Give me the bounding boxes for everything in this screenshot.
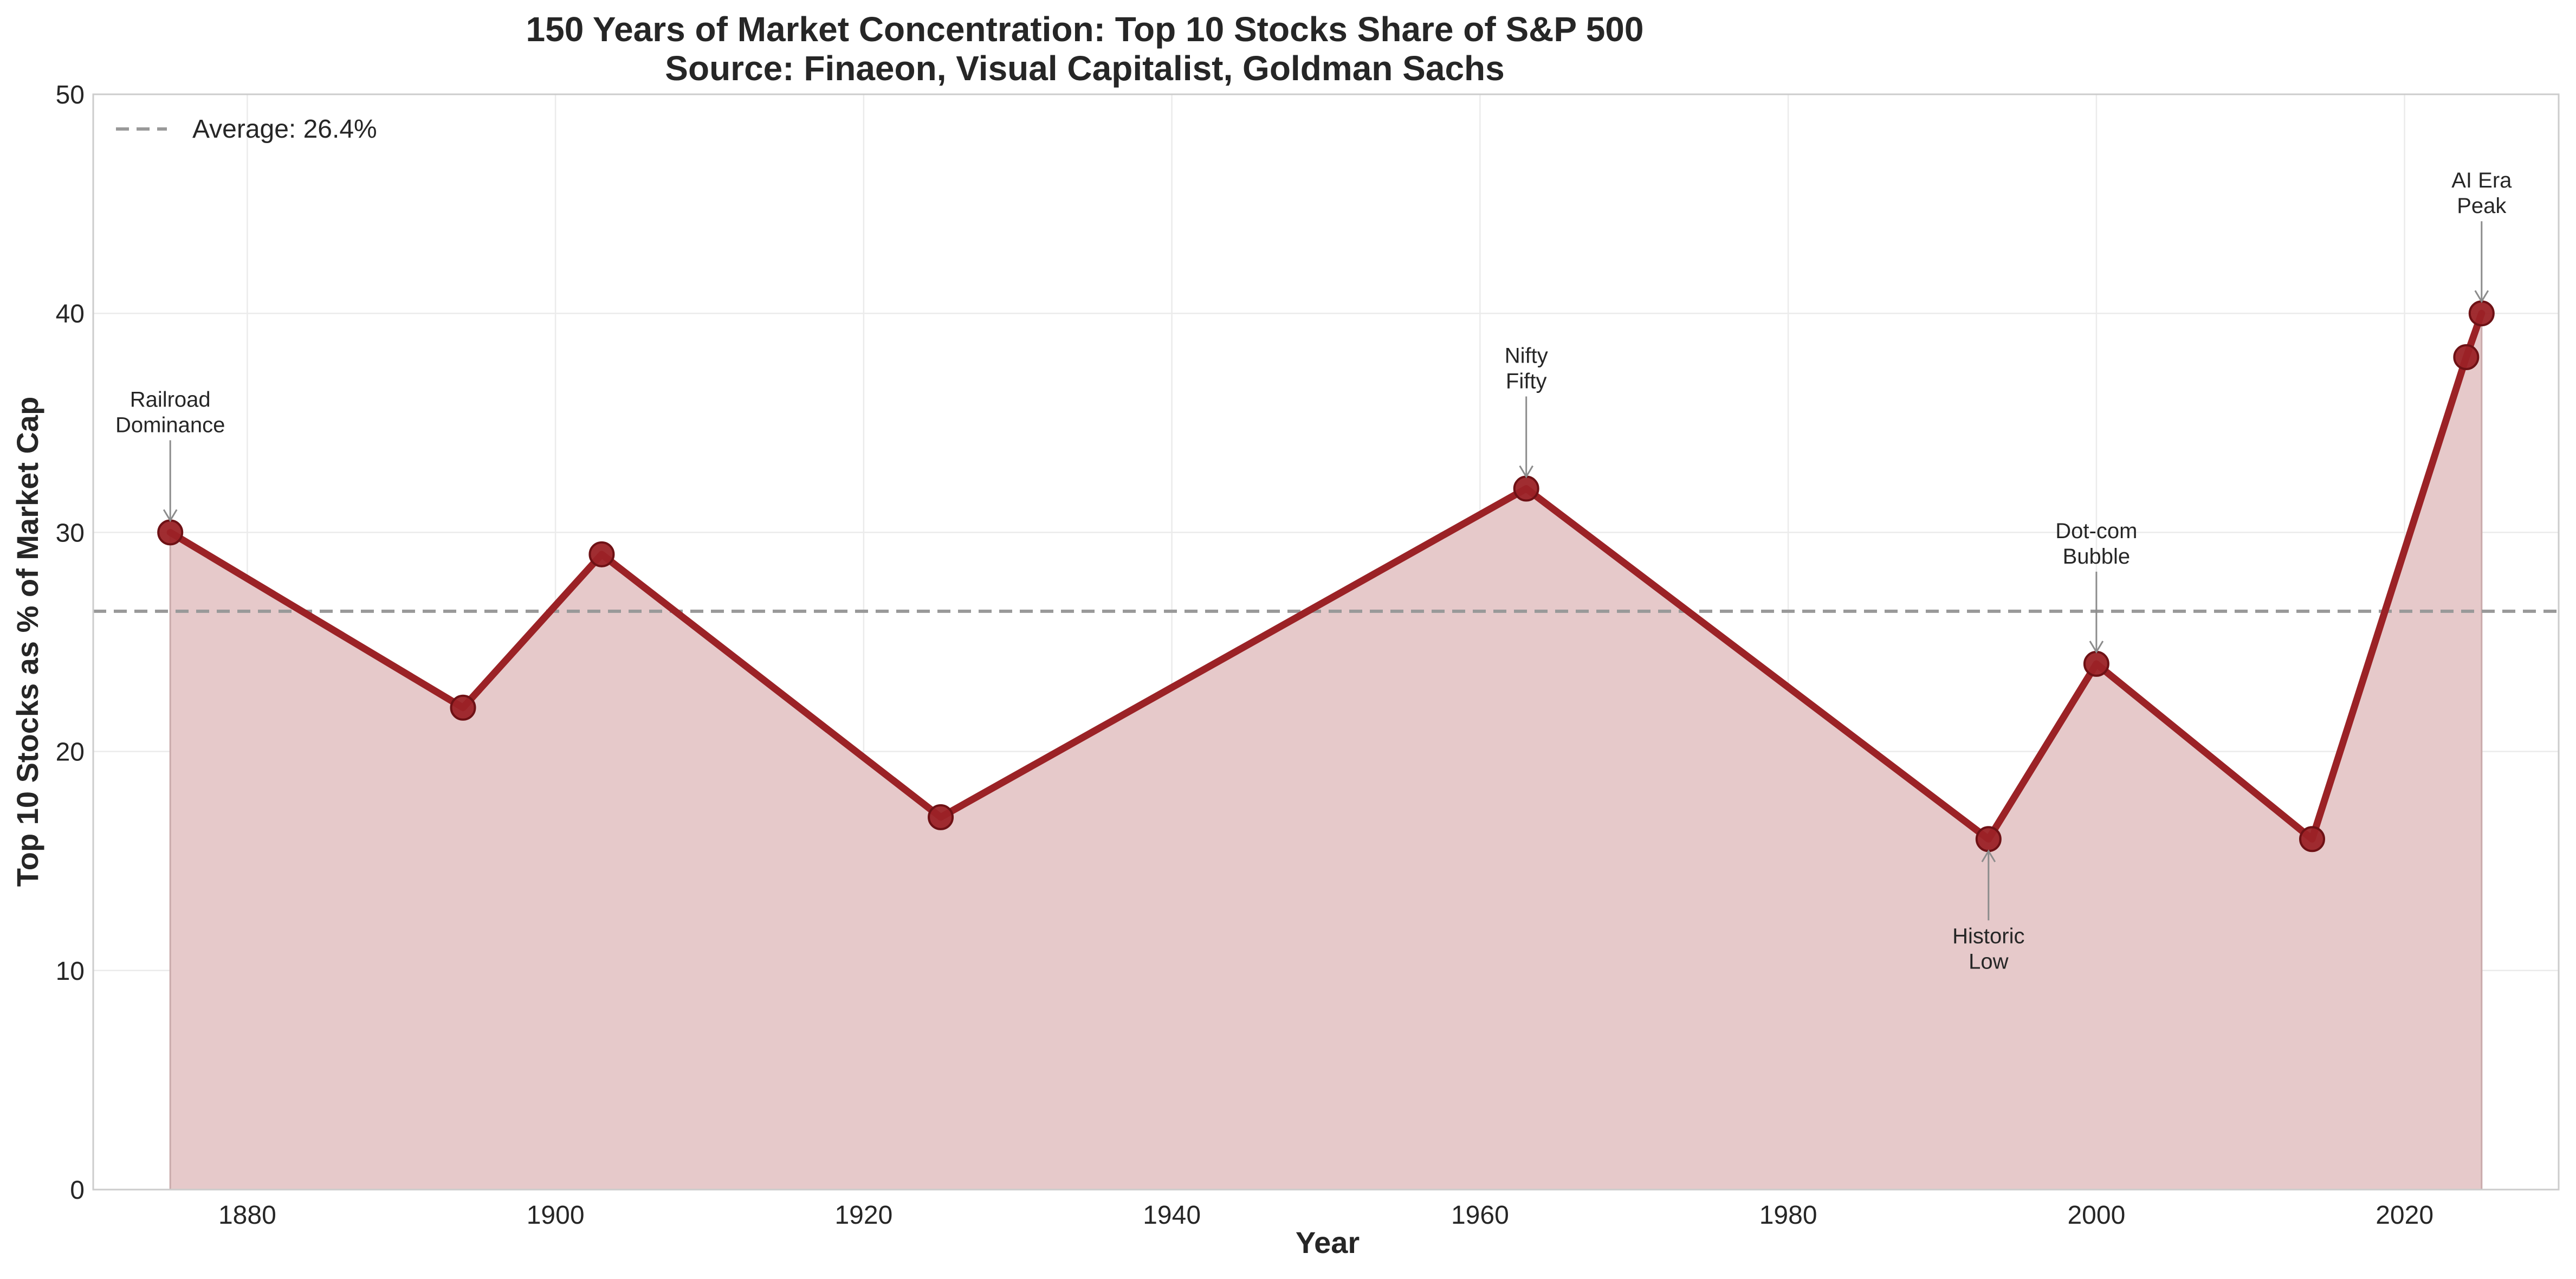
annotation-arrowhead-2 [1981, 849, 1996, 863]
y-tick-label-30: 30 [56, 519, 85, 547]
chart-title-line-1: 150 Years of Market Concentration: Top 1… [526, 10, 1644, 49]
plot-area-frame [92, 93, 2560, 1191]
annotation-arrowhead-1 [1519, 465, 1533, 479]
annotation-text-line-2-4: Peak [2457, 194, 2507, 218]
annotation-text-line-2-1: Fifty [1506, 370, 1547, 393]
legend-average-label: Average: 26.4% [192, 115, 377, 144]
annotation-text-line-2-0: Dominance [115, 413, 225, 437]
annotation-text-line-1-4: AI Era [2451, 169, 2512, 192]
data-point-1993 [1975, 826, 2002, 852]
y-tick-label-0: 0 [70, 1176, 85, 1205]
y-tick-labels: 0 10 20 30 40 50 [56, 81, 85, 1205]
data-point-1875 [157, 519, 184, 546]
data-point-1903 [588, 541, 615, 567]
x-tick-label-2020: 2020 [2376, 1201, 2433, 1230]
annotation-arrowhead-3 [2089, 641, 2104, 654]
y-tick-label-10: 10 [56, 957, 85, 986]
fill-layer [169, 313, 2483, 1190]
series-line-layer [166, 309, 2486, 843]
legend: Average: 26.4% [116, 115, 377, 144]
annotation-text-line-1-0: Railroad [130, 387, 211, 411]
y-axis-label: Top 10 Stocks as % of Market Cap [10, 397, 44, 887]
annotation-text-line-1-2: Historic [1952, 924, 2024, 948]
y-tick-label-20: 20 [56, 738, 85, 767]
annotation-text-line-1-1: Nifty [1505, 344, 1548, 368]
annotation-arrowhead-0 [163, 509, 178, 522]
x-tick-label-1980: 1980 [1759, 1201, 1817, 1230]
data-point-1925 [928, 804, 954, 830]
annotation-text-line-2-2: Low [1969, 949, 2008, 973]
annotation-text-line-1-3: Dot-com [2055, 519, 2137, 543]
data-point-1894 [450, 694, 476, 721]
x-tick-label-1880: 1880 [218, 1201, 276, 1230]
x-tick-labels: 1880 1900 1920 1940 1960 1980 2000 2020 [218, 1201, 2433, 1230]
annotation-arrowhead-4 [2474, 290, 2489, 303]
x-tick-label-1920: 1920 [834, 1201, 892, 1230]
chart-title-line-2: Source: Finaeon, Visual Capitalist, Gold… [665, 49, 1504, 88]
x-tick-label-2000: 2000 [2067, 1201, 2125, 1230]
y-tick-label-50: 50 [56, 81, 85, 109]
data-point-2014 [2299, 826, 2325, 852]
data-point-2000 [2083, 650, 2109, 677]
y-tick-label-40: 40 [56, 300, 85, 328]
series-line [166, 309, 2486, 843]
x-tick-label-1900: 1900 [527, 1201, 585, 1230]
data-point-2025 [2468, 300, 2495, 327]
data-point-2024 [2453, 344, 2480, 371]
x-axis-label: Year [1296, 1225, 1360, 1259]
x-tick-label-1940: 1940 [1143, 1201, 1201, 1230]
x-tick-label-1960: 1960 [1451, 1201, 1509, 1230]
data-point-1963 [1513, 475, 1539, 502]
annotation-text-line-2-3: Bubble [2063, 545, 2131, 569]
series-area-fill [170, 313, 2482, 1190]
